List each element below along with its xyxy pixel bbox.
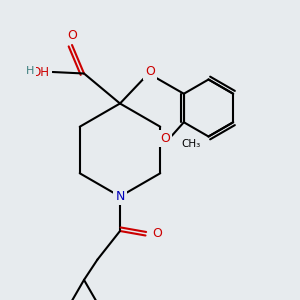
Text: O: O — [145, 64, 155, 78]
Text: O: O — [160, 132, 170, 145]
Text: CH₃: CH₃ — [182, 139, 201, 149]
Text: OH: OH — [32, 65, 50, 79]
Text: O: O — [152, 227, 162, 240]
Text: O: O — [67, 29, 77, 42]
Text: N: N — [115, 190, 125, 203]
Text: H: H — [26, 65, 34, 76]
